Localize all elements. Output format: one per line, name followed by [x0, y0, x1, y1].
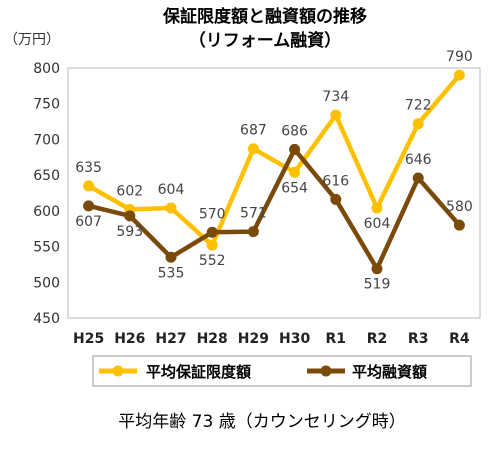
- data-point: [289, 166, 301, 178]
- data-label: 604: [364, 216, 391, 232]
- legend-label-loan: 平均融資額: [352, 363, 427, 381]
- data-point: [371, 202, 383, 214]
- data-label: 519: [364, 277, 391, 293]
- data-label: 734: [322, 89, 349, 105]
- data-point: [453, 219, 465, 231]
- data-label: 535: [158, 265, 185, 281]
- y-tick-label: 500: [33, 275, 60, 291]
- x-tick-label: R1: [326, 331, 347, 347]
- series-line-1: [88, 147, 462, 271]
- data-point: [289, 143, 301, 155]
- y-tick-label: 550: [33, 240, 60, 256]
- footer-note: 平均年齢 73 歳（カウンセリング時）: [118, 412, 405, 432]
- legend-marker-loan: [320, 365, 332, 377]
- plot-area: [67, 67, 481, 319]
- legend-marker-guarantee: [112, 365, 124, 377]
- data-label: 570: [199, 206, 226, 222]
- y-tick-label: 650: [33, 168, 60, 184]
- series-line-0: [87, 73, 462, 248]
- data-label: 593: [116, 224, 143, 240]
- x-tick-label: H28: [197, 331, 228, 347]
- legend-label-guarantee: 平均保証限度額: [146, 363, 251, 381]
- data-label: 607: [75, 214, 102, 230]
- x-tick-label: H25: [73, 331, 104, 347]
- data-point: [83, 200, 95, 212]
- y-tick-label: 750: [33, 97, 60, 113]
- data-label: 687: [240, 123, 267, 139]
- legend-box: [92, 355, 472, 387]
- data-point: [206, 239, 218, 251]
- data-label: 654: [281, 180, 308, 196]
- data-point: [330, 109, 342, 121]
- data-point: [247, 226, 259, 238]
- y-tick-label: 800: [33, 61, 60, 77]
- x-tick-label: H30: [279, 331, 310, 347]
- data-label: 646: [405, 152, 432, 168]
- legend-item-guarantee: 平均保証限度額: [99, 363, 251, 381]
- x-tick-label: H26: [114, 331, 145, 347]
- chart-subtitle: （リフォーム融資）: [189, 30, 342, 51]
- data-label: 580: [446, 199, 473, 215]
- data-point: [330, 193, 342, 205]
- data-point: [371, 263, 383, 275]
- data-label: 616: [322, 173, 349, 189]
- data-point: [247, 143, 259, 155]
- data-point: [165, 251, 177, 263]
- data-label: 635: [75, 160, 102, 176]
- chart-title: 保証限度額と融資額の推移: [162, 6, 367, 27]
- x-tick-label: R4: [449, 331, 470, 347]
- data-label: 790: [446, 49, 473, 65]
- data-label: 722: [405, 98, 432, 114]
- data-point: [412, 172, 424, 184]
- data-point: [83, 180, 95, 192]
- data-label: 686: [281, 123, 308, 139]
- data-label: 571: [240, 206, 267, 222]
- x-tick-label: H27: [155, 331, 186, 347]
- data-point: [206, 226, 218, 238]
- x-tick-label: H29: [238, 331, 269, 347]
- y-tick-label: 700: [33, 132, 60, 148]
- data-label: 604: [158, 182, 185, 198]
- data-label: 552: [199, 253, 226, 269]
- data-point: [453, 69, 465, 81]
- legend-item-loan: 平均融資額: [307, 363, 427, 381]
- data-point: [412, 118, 424, 130]
- y-tick-label: 450: [33, 311, 60, 327]
- data-point: [124, 210, 136, 222]
- x-tick-label: R3: [408, 331, 429, 347]
- y-tick-label: 600: [33, 204, 60, 220]
- x-tick-label: R2: [367, 331, 388, 347]
- y-axis-unit-label: （万円）: [4, 32, 60, 48]
- data-point: [165, 202, 177, 214]
- data-label: 602: [116, 183, 143, 199]
